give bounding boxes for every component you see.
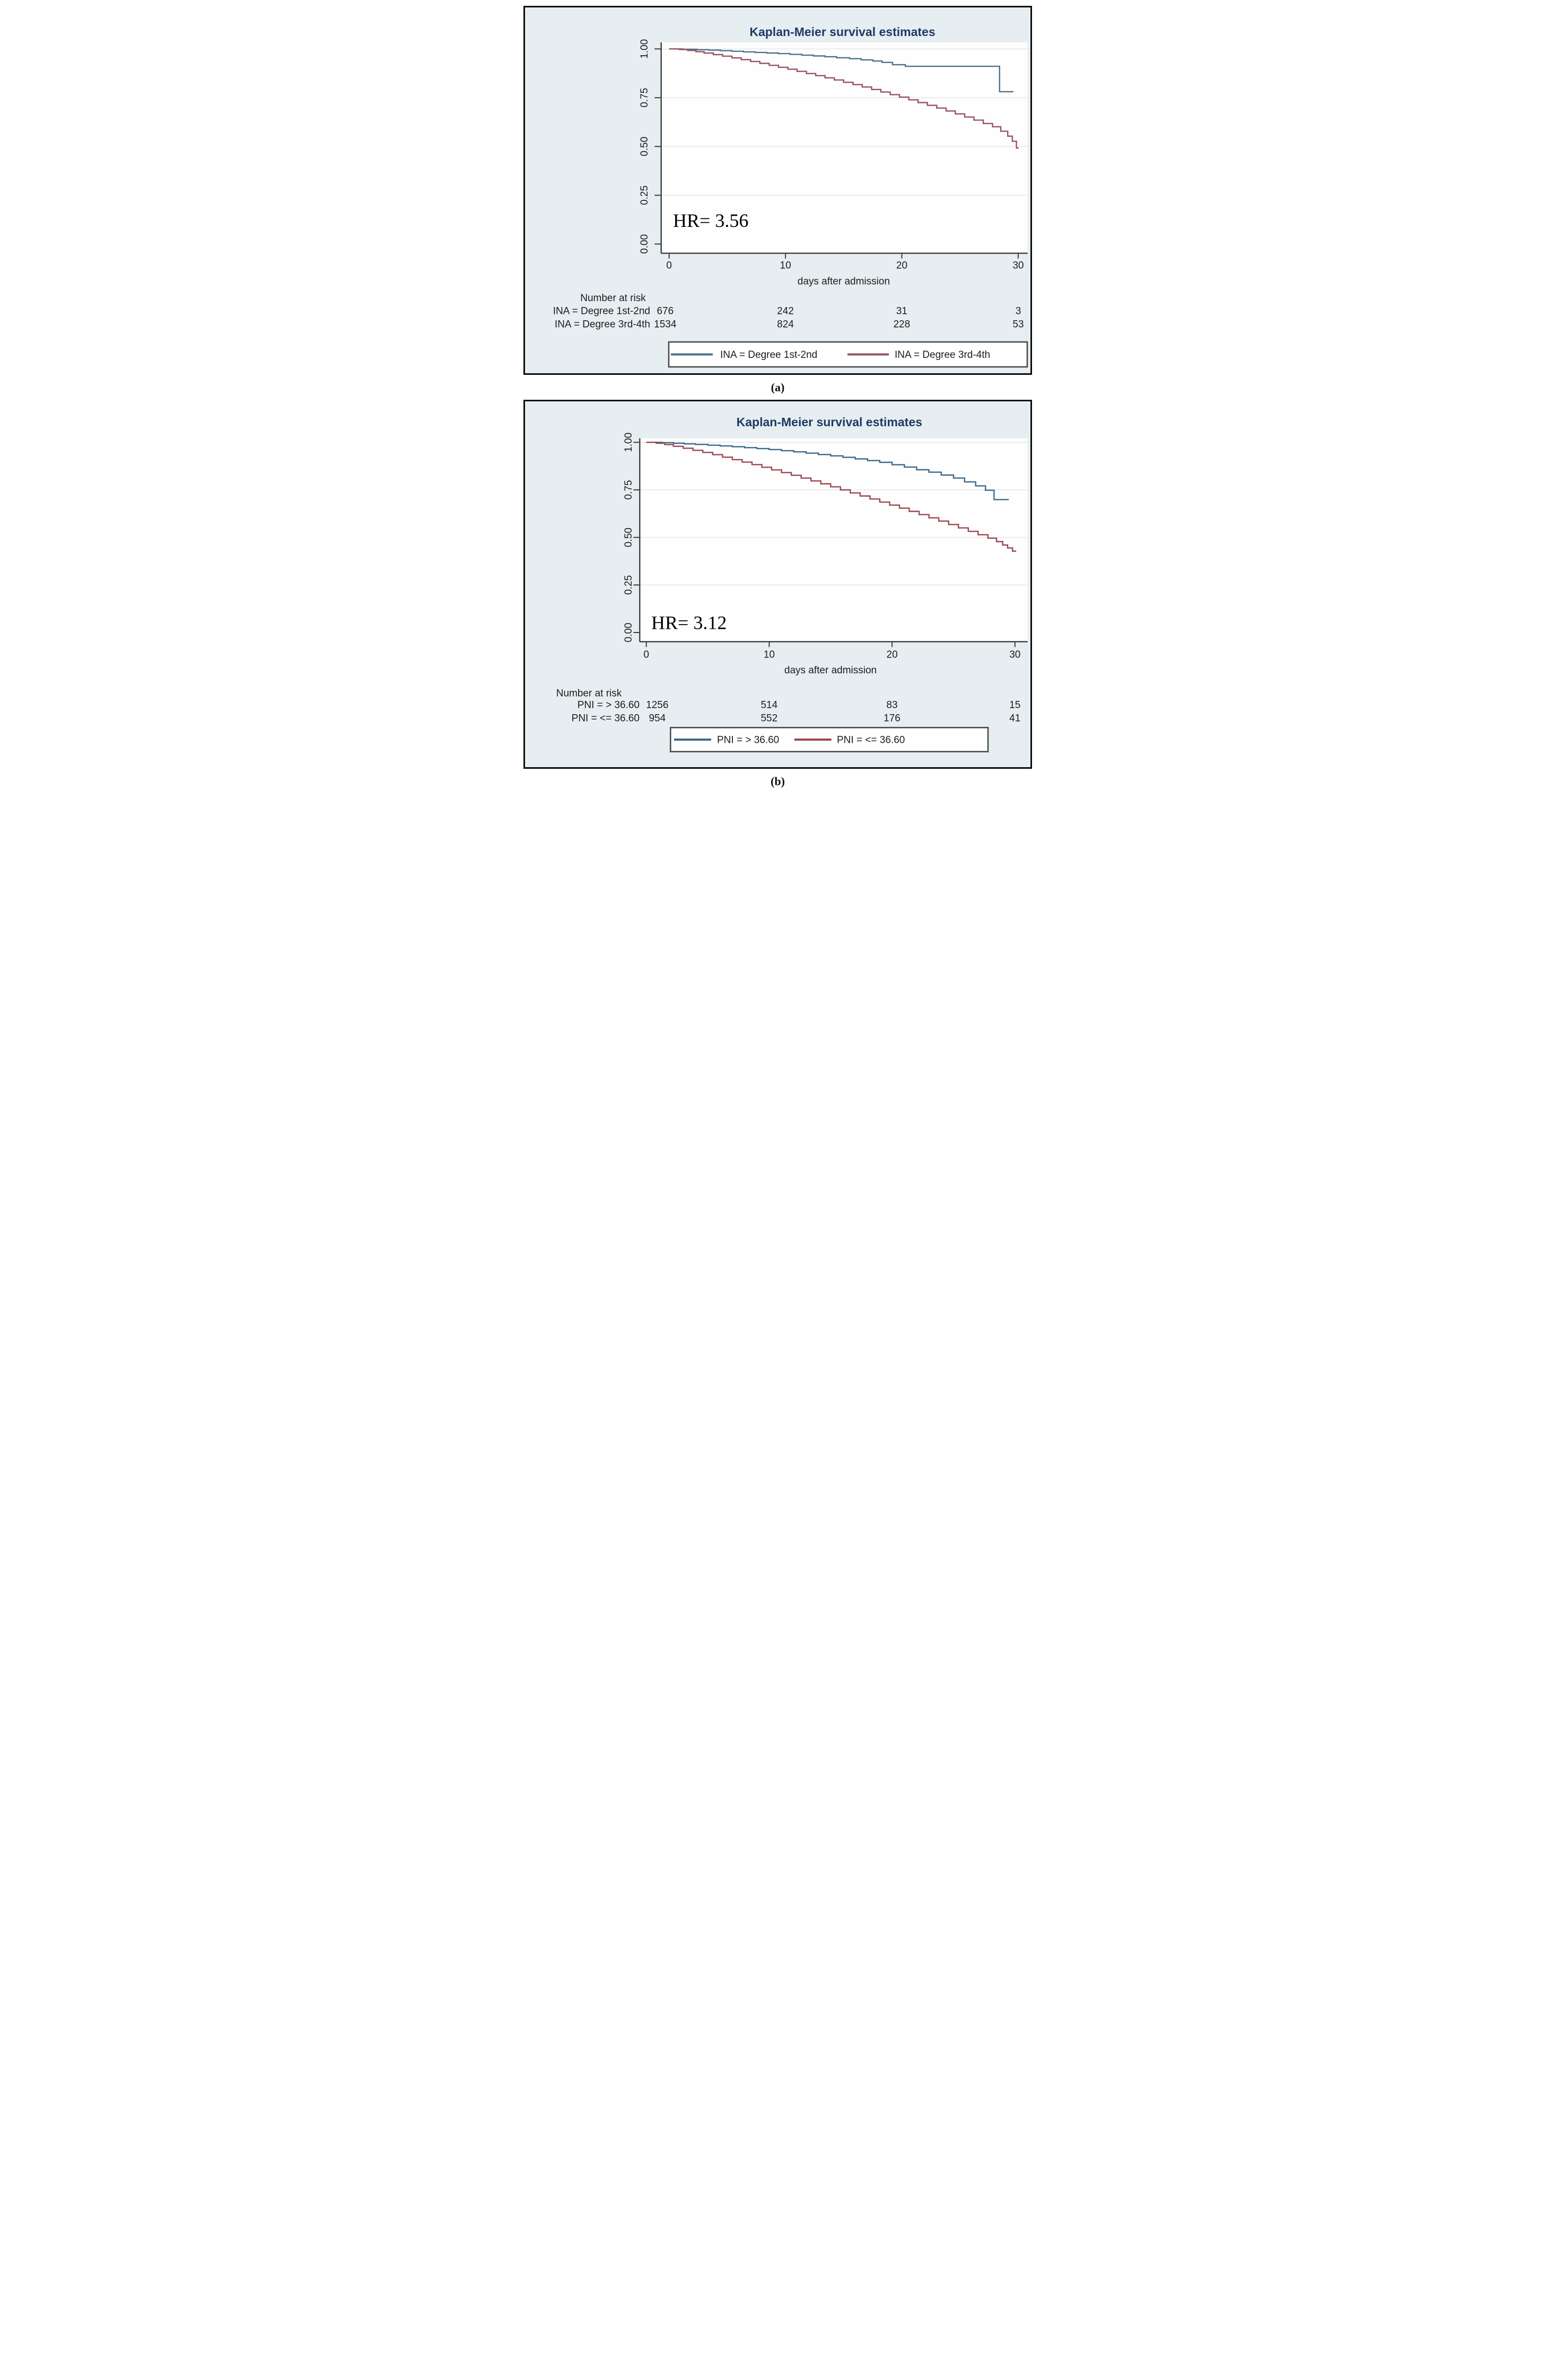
y-tick-label: 0.50 <box>639 137 650 156</box>
panel-b-wrap: 1.00 0.75 0.50 0.25 0.00 0 10 20 30 PNI = > 36.60… <box>523 400 1032 769</box>
figure-caption-b: (b) <box>771 775 785 788</box>
km-panel-b: 1.00 0.75 0.50 0.25 0.00 0 10 20 30 PNI = > 36.60… <box>523 400 1032 769</box>
survival-curve-group2 <box>646 442 1017 552</box>
x-tick-label: 10 <box>780 260 791 271</box>
x-tick-label: 10 <box>764 649 775 661</box>
risk-count: 3 <box>1016 306 1021 317</box>
y-tick-label: 1.00 <box>639 39 650 59</box>
hr-annotation: HR= 3.12 <box>651 612 727 634</box>
risk-count: 824 <box>777 319 794 330</box>
risk-count: 676 <box>657 306 674 317</box>
survival-curve-group1 <box>646 442 1009 500</box>
y-tick-label: 0.25 <box>639 186 650 205</box>
legend-label: PNI = <= 36.60 <box>837 735 905 746</box>
y-tick-label: 0.50 <box>623 528 634 547</box>
hr-annotation: HR= 3.56 <box>673 210 748 231</box>
x-axis-title: days after admission <box>784 665 877 676</box>
risk-count: 1256 <box>646 700 668 711</box>
risk-count: 228 <box>893 319 910 330</box>
risk-table-header: Number at risk <box>556 688 622 699</box>
panel-a-wrap: 1.00 0.75 0.50 0.25 0.00 0 10 20 30 INA = Degree … <box>523 6 1032 375</box>
x-tick-label: 20 <box>887 649 898 661</box>
x-tick-label: 0 <box>666 260 672 271</box>
x-tick-label: 0 <box>643 649 649 661</box>
plot-area <box>640 438 1028 642</box>
figure-caption-a: (a) <box>771 381 785 394</box>
x-tick-label: 30 <box>1012 260 1024 271</box>
legend-label: INA = Degree 3rd-4th <box>895 349 990 361</box>
risk-count: 15 <box>1009 700 1020 711</box>
risk-count: 514 <box>760 700 777 711</box>
risk-row-label: INA = Degree 1st-2nd <box>553 306 650 317</box>
y-tick-label: 0.75 <box>639 88 650 108</box>
chart-title: Kaplan-Meier survival estimates <box>749 25 935 39</box>
x-axis-title: days after admission <box>798 276 890 287</box>
y-tick-label: 0.25 <box>623 575 634 595</box>
risk-count: 53 <box>1012 319 1024 330</box>
risk-count: 954 <box>649 713 666 724</box>
risk-row-label: INA = Degree 3rd-4th <box>555 319 650 330</box>
risk-row-label: PNI = <= 36.60 <box>572 713 640 724</box>
figure-page: 1.00 0.75 0.50 0.25 0.00 0 10 20 30 INA = Degree … <box>519 0 1037 794</box>
risk-count: 242 <box>777 306 794 317</box>
risk-count: 176 <box>884 713 901 724</box>
legend-label: PNI = > 36.60 <box>717 735 779 746</box>
risk-row-label: PNI = > 36.60 <box>578 700 640 711</box>
y-tick-label: 0.00 <box>623 623 634 643</box>
survival-curve-group1 <box>669 48 1014 93</box>
risk-table-header: Number at risk <box>580 293 646 304</box>
y-tick-label: 0.75 <box>623 480 634 499</box>
risk-count: 41 <box>1009 713 1020 724</box>
x-tick-label: 30 <box>1009 649 1020 661</box>
y-tick-label: 0.00 <box>639 234 650 254</box>
risk-count: 1534 <box>654 319 677 330</box>
plot-area <box>661 42 1028 253</box>
survival-curve-group2 <box>669 48 1019 149</box>
km-panel-a: 1.00 0.75 0.50 0.25 0.00 0 10 20 30 INA = Degree … <box>523 6 1032 375</box>
chart-title: Kaplan-Meier survival estimates <box>737 415 922 429</box>
legend-label: INA = Degree 1st-2nd <box>720 349 817 361</box>
risk-count: 31 <box>896 306 907 317</box>
y-tick-label: 1.00 <box>623 433 634 452</box>
x-tick-label: 20 <box>896 260 907 271</box>
risk-count: 83 <box>886 700 897 711</box>
risk-count: 552 <box>760 713 777 724</box>
